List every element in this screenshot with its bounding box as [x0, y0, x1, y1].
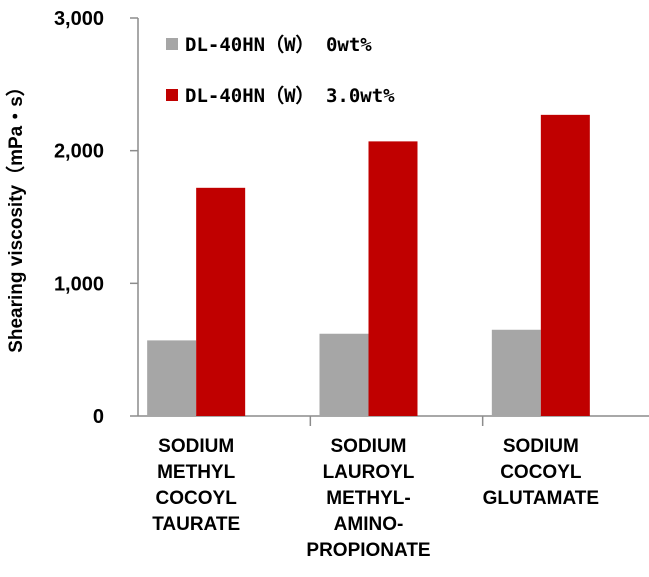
x-category-labels: SODIUM METHYL COCOYL TAURATE SODIUM LAUROYL ME…	[152, 436, 599, 561]
legend-label: DL-40HN（W） 3.0wt%	[185, 84, 395, 107]
x-category-label: AMINO-	[334, 514, 404, 535]
bar-series1	[319, 333, 369, 416]
x-category-label: LAUROYL	[323, 462, 415, 483]
x-category-label: SODIUM	[158, 436, 234, 457]
x-category-label: METHYL-	[326, 488, 410, 509]
y-tick-label: 0	[93, 406, 104, 428]
bar-series2	[196, 187, 246, 416]
x-category-label: SODIUM	[331, 436, 407, 457]
y-axis-label: Shearing viscosity（mPa・s）	[4, 77, 27, 353]
y-tick-label: 2,000	[54, 141, 104, 163]
y-tick-label: 3,000	[54, 8, 104, 30]
x-category-label: COCOYL	[156, 488, 238, 509]
bars	[147, 114, 590, 416]
bar-series1	[147, 340, 197, 416]
x-category-label: METHYL	[157, 462, 236, 483]
y-tick-label: 1,000	[54, 273, 104, 295]
legend-swatch	[166, 89, 178, 101]
bar-series2	[368, 141, 418, 416]
x-category-label: PROPIONATE	[306, 540, 430, 561]
x-category-label: SODIUM	[503, 436, 579, 457]
legend-label: DL-40HN（W） 0wt%	[185, 33, 372, 56]
x-category-label: GLUTAMATE	[483, 488, 599, 509]
legend: DL-40HN（W） 0wt% DL-40HN（W） 3.0wt%	[166, 33, 395, 107]
x-category-label: TAURATE	[152, 514, 240, 535]
legend-swatch	[166, 38, 178, 50]
x-category-label: COCOYL	[500, 462, 582, 483]
bar-series2	[540, 114, 590, 416]
y-tick-labels: 0 1,000 2,000 3,000	[54, 8, 104, 428]
bar-series1	[491, 329, 541, 416]
